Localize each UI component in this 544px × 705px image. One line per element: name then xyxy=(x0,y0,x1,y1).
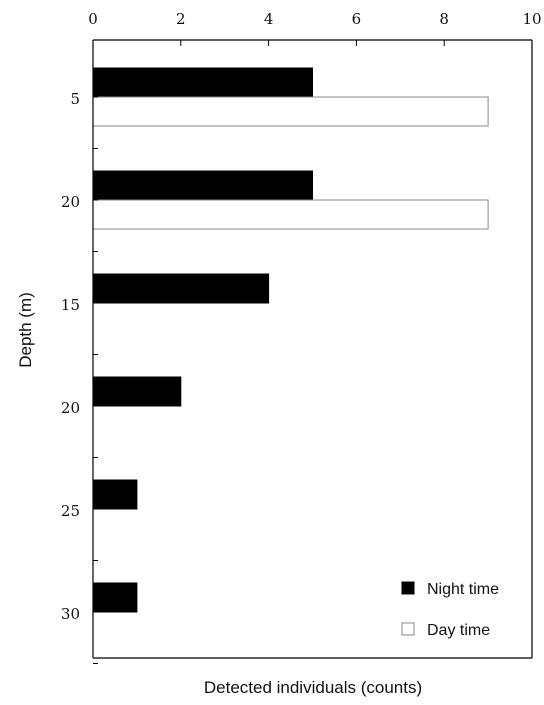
x-tick-label: 6 xyxy=(352,10,362,28)
x-axis-title: Detected individuals (counts) xyxy=(204,678,422,697)
y-axis-title: Depth (m) xyxy=(16,292,35,368)
axes-group xyxy=(92,39,533,659)
y-ticks-group: 5 20 15 20 25 30 xyxy=(61,90,98,664)
x-ticks-group: 0 2 4 6 8 10 xyxy=(88,10,542,46)
legend: Night time Day time xyxy=(401,581,499,639)
bar-night-time xyxy=(92,582,138,613)
x-tick-label: 2 xyxy=(176,10,186,28)
bar-night-time xyxy=(92,170,313,201)
legend-swatch-night xyxy=(401,581,415,595)
y-tick-label: 5 xyxy=(70,90,80,108)
y-tick-label: 30 xyxy=(61,605,80,623)
bar-day-time xyxy=(92,96,489,127)
x-tick-label: 10 xyxy=(522,10,541,28)
bar-night-time xyxy=(92,67,313,98)
legend-label-day: Day time xyxy=(427,622,490,639)
y-tick-label: 25 xyxy=(61,502,80,520)
x-tick-label: 0 xyxy=(88,10,98,28)
bar-night-time xyxy=(92,479,138,510)
bar-night-time xyxy=(92,376,182,407)
legend-swatch-day xyxy=(401,622,415,636)
legend-label-night: Night time xyxy=(427,581,499,598)
y-tick-label: 20 xyxy=(61,399,80,417)
y-tick-label: 15 xyxy=(61,296,80,314)
x-tick-label: 8 xyxy=(439,10,449,28)
bar-day-time xyxy=(92,199,489,230)
bar-night-time xyxy=(92,273,270,304)
y-tick-label: 20 xyxy=(61,193,80,211)
bars-group xyxy=(92,67,489,613)
x-tick-label: 4 xyxy=(264,10,274,28)
